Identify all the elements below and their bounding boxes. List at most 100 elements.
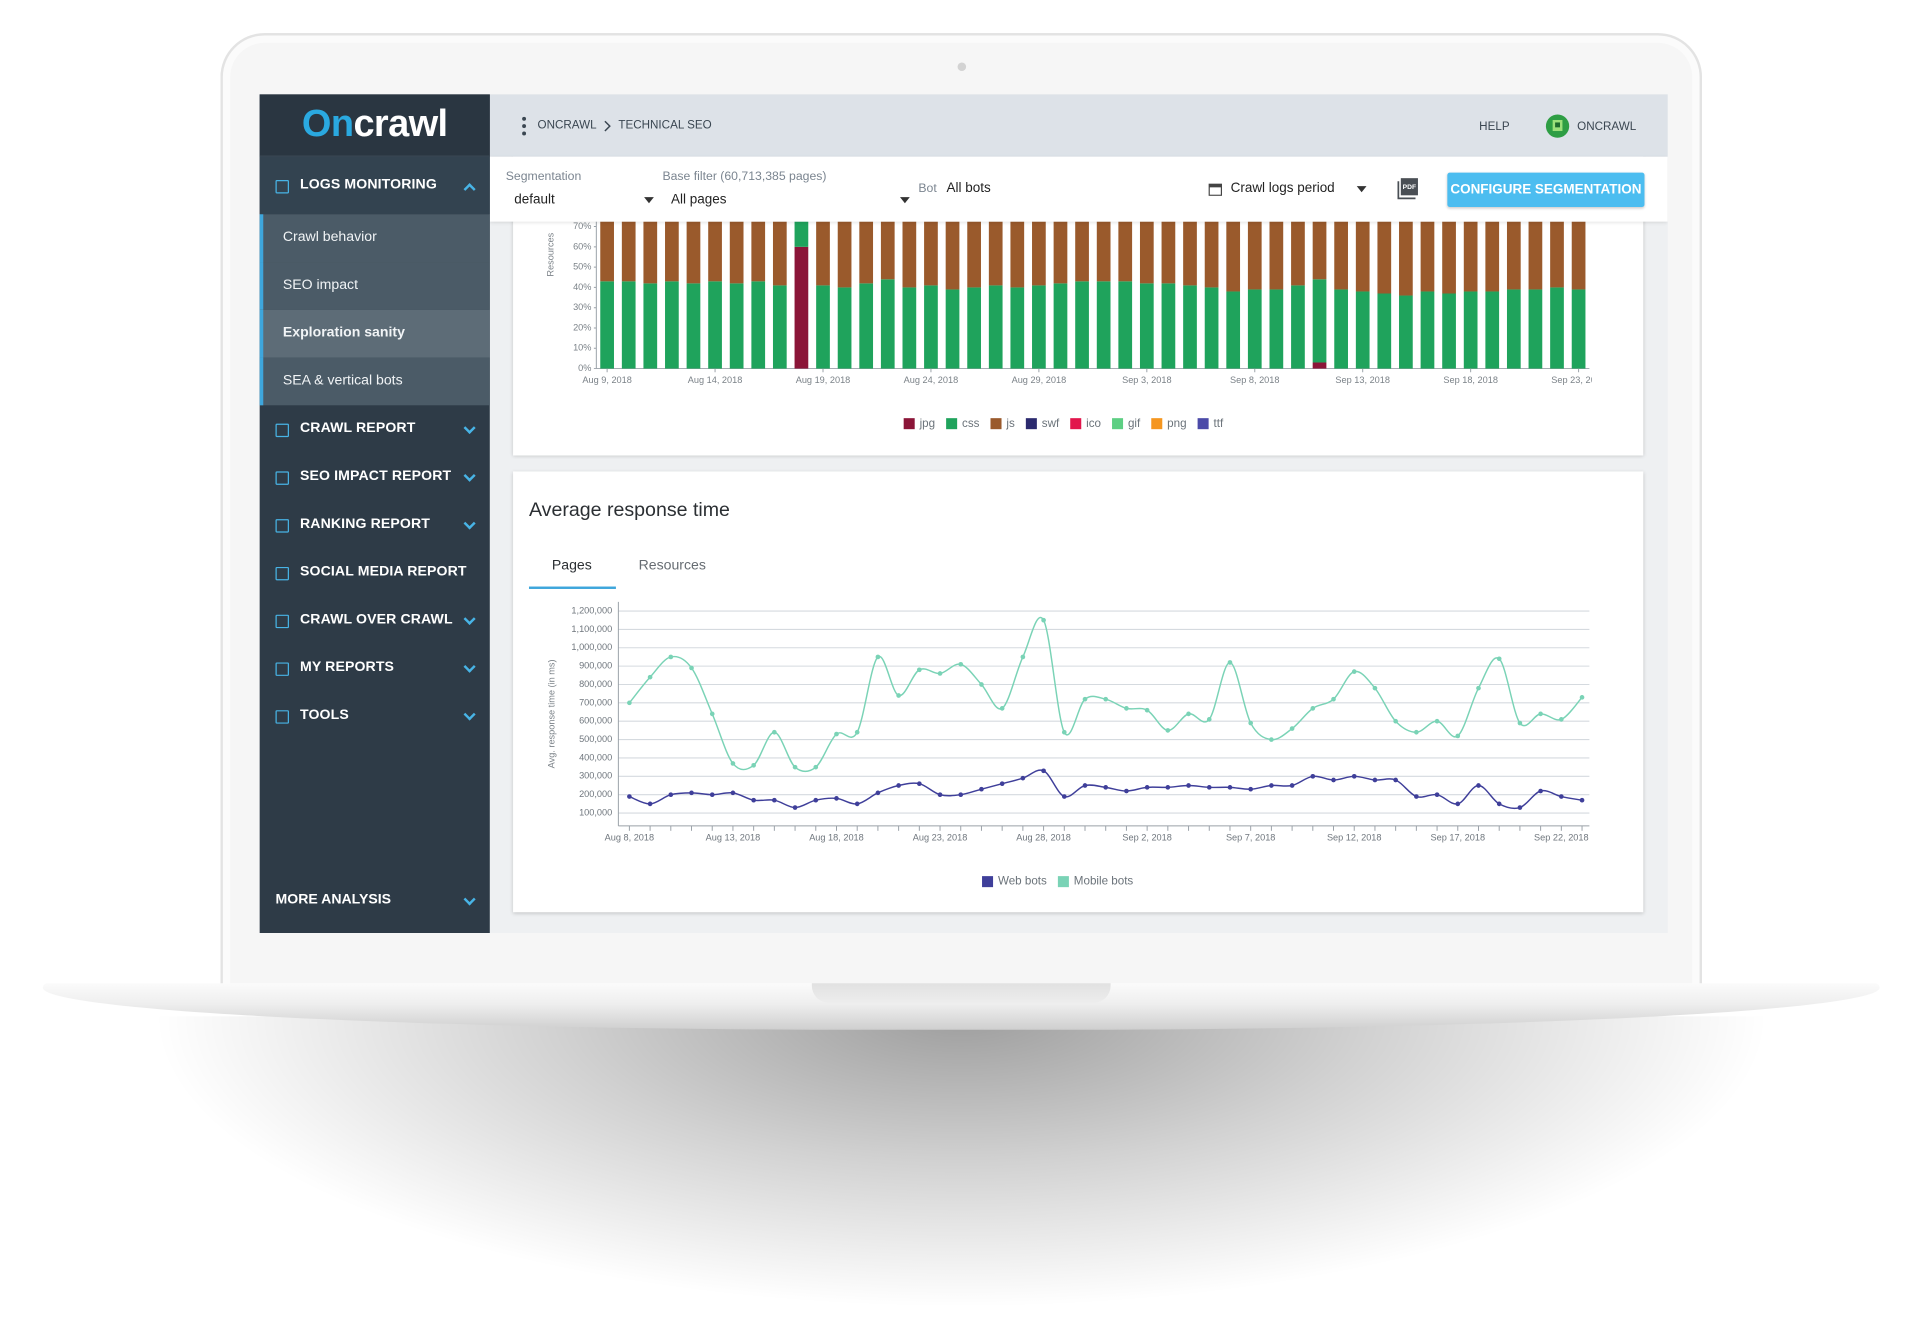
data-point [1041,617,1046,623]
breadcrumb-separator [604,120,611,132]
card-title: Average response time [529,499,730,521]
bot-select[interactable]: All bots [946,181,991,196]
nav-section[interactable]: TOOLS [260,692,490,740]
nav-label: MY REPORTS [300,660,395,675]
x-tick-label: Sep 22, 2018 [1534,833,1589,843]
data-point [1289,726,1295,731]
data-point [1331,777,1336,783]
y-tick-label: 0% [578,363,591,373]
data-point [1496,801,1502,807]
bar-segment [902,287,917,369]
nav-section[interactable]: RANKING REPORT [260,501,490,549]
chevron [463,892,476,905]
bar-segment [729,283,744,369]
bar-segment [1075,221,1089,282]
data-point [1538,788,1543,794]
segmentation-select[interactable]: default [514,192,555,207]
bar-segment [1571,289,1586,369]
data-point [1351,774,1357,779]
bar-segment [1010,287,1025,369]
configure-segmentation-button[interactable]: CONFIGURE SEGMENTATION [1447,172,1645,207]
bar-segment [1420,221,1435,292]
bar-segment [837,287,852,369]
data-point [1434,718,1440,724]
data-point [647,801,653,807]
data-point [1455,733,1461,739]
data-point [1289,783,1295,788]
nav-item[interactable]: Crawl behavior [259,214,490,263]
bar-segment [1096,221,1111,282]
pdf-export[interactable]: PDF [1397,178,1419,200]
help-link[interactable]: HELP [1479,120,1510,134]
data-point [999,706,1005,711]
breadcrumb[interactable]: TECHNICAL SEO [618,118,712,133]
chevron [463,421,476,434]
y-tick-label: 900,000 [579,661,612,671]
bar-segment [1291,221,1305,286]
dropdown-arrow[interactable] [1356,186,1367,193]
data-point [730,761,736,766]
nav-icon [275,470,289,485]
bar-segment [751,281,766,369]
nav-section[interactable]: MORE ANALYSIS [260,877,490,925]
data-point [1455,801,1461,807]
data-point [1041,768,1046,774]
nav-section[interactable]: CRAWL REPORT [260,405,490,453]
nav-item[interactable]: Exploration sanity [259,309,490,358]
period-select[interactable]: Crawl logs period [1230,181,1335,196]
tab[interactable]: Pages [552,556,592,572]
data-point [813,764,819,770]
data-point [834,796,839,801]
data-point [627,794,632,799]
camera [957,62,967,72]
data-point [854,801,860,807]
bar-segment [1118,221,1133,282]
logo-text: crawl [353,101,448,145]
bar-segment [1010,221,1025,288]
bar-segment [708,281,722,369]
bar-segment [902,221,917,288]
active-tab-underline [528,586,616,589]
dropdown-arrow[interactable] [900,197,910,204]
kebab-icon[interactable] [522,116,527,136]
data-point [916,667,922,673]
legend-label: Web bots [998,875,1047,888]
nav-item[interactable]: SEA & vertical bots [259,357,490,406]
x-tick-label: Sep 3, 2018 [1122,375,1171,385]
bar-segment [945,289,960,369]
nav-icon [275,179,289,193]
nav-section[interactable]: SEO IMPACT REPORT [260,453,490,501]
data-point [1351,669,1357,674]
breadcrumb[interactable]: ONCRAWL [537,118,597,133]
legend-label: ico [1086,417,1101,430]
bar-segment [1355,291,1370,369]
nav-section[interactable]: LOGS MONITORING [259,156,490,215]
tab[interactable]: Resources [639,556,706,572]
logo[interactable]: Oncrawl [259,94,490,157]
data-point [1082,696,1088,702]
data-point [772,729,777,735]
y-tick-label: 800,000 [579,679,612,689]
legend-swatch [946,418,958,430]
bar-segment [1269,221,1284,290]
nav-section[interactable]: CRAWL OVER CRAWL [260,596,490,644]
bar-segment [794,246,809,369]
nav-item[interactable]: SEO impact [259,262,490,310]
bar-segment [751,221,766,282]
base-filter-select[interactable]: All pages [671,192,727,207]
avatar[interactable] [1545,114,1570,138]
data-point [896,693,901,698]
data-point [937,671,943,676]
data-point [1517,720,1523,726]
y-tick-label: 200,000 [579,789,612,799]
nav-label: LOGS MONITORING [300,177,437,193]
user-name[interactable]: ONCRAWL [1577,120,1637,134]
bar-segment [665,221,679,282]
bar-segment [1226,221,1241,292]
nav-section[interactable]: SOCIAL MEDIA REPORT [260,549,490,597]
nav-menu: LOGS MONITORING Crawl behavior SEO impact E… [259,156,490,740]
dropdown-arrow[interactable] [644,197,654,204]
nav-section[interactable]: MY REPORTS [260,644,490,692]
calendar-icon[interactable] [1208,182,1223,196]
bar-segment [1032,221,1046,286]
